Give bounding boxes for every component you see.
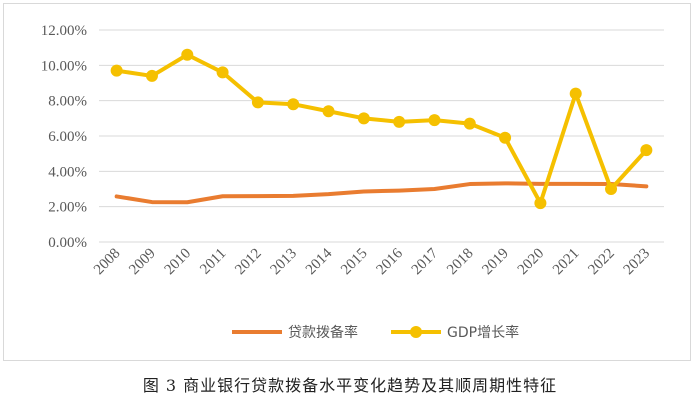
- gdp-data-point: [499, 131, 512, 144]
- legend: 贷款拨备率 GDP增长率: [232, 324, 519, 341]
- gdp-data-point: [110, 64, 123, 77]
- gdp-data-point: [251, 96, 264, 109]
- y-tick-label: 8.00%: [48, 94, 87, 110]
- gdp-data-point: [640, 144, 653, 157]
- gdp-data-point: [534, 197, 547, 210]
- x-tick-label: 2012: [232, 246, 265, 279]
- x-tick-label: 2014: [303, 245, 336, 278]
- x-tick-label: 2022: [585, 246, 618, 279]
- legend-marker-gdp: [410, 326, 422, 338]
- y-tick-label: 4.00%: [48, 164, 87, 180]
- line-chart: 0.00% 2.00% 4.00% 6.00% 8.00% 10.00% 12.00% 20…: [41, 23, 664, 341]
- y-axis-ticks: 0.00% 2.00% 4.00% 6.00% 8.00% 10.00% 12.00%: [41, 23, 87, 251]
- gdp-data-point: [181, 48, 194, 61]
- series-line-provision: [114, 181, 649, 205]
- gdp-data-point: [428, 114, 441, 127]
- x-tick-label: 2008: [91, 246, 124, 279]
- figure-caption: 图 3 商业银行贷款拨备水平变化趋势及其顺周期性特征: [142, 376, 558, 395]
- legend-label-provision: 贷款拨备率: [288, 324, 358, 341]
- y-tick-label: 12.00%: [41, 23, 87, 39]
- x-tick-label: 2021: [550, 246, 583, 279]
- gdp-data-point: [145, 69, 158, 82]
- x-tick-label: 2017: [409, 245, 442, 278]
- x-tick-label: 2023: [621, 246, 654, 279]
- chart-frame: 0.00% 2.00% 4.00% 6.00% 8.00% 10.00% 12.00% 20…: [3, 3, 691, 361]
- gdp-data-point: [569, 87, 582, 100]
- gdp-data-point: [393, 115, 406, 128]
- x-tick-label: 2020: [515, 246, 548, 279]
- x-tick-label: 2018: [444, 246, 477, 279]
- gdp-data-point: [357, 112, 370, 125]
- y-tick-label: 10.00%: [41, 58, 87, 74]
- x-tick-label: 2011: [197, 246, 229, 278]
- x-tick-label: 2015: [338, 246, 371, 279]
- x-tick-label: 2019: [479, 246, 512, 279]
- legend-label-gdp: GDP增长率: [447, 324, 519, 341]
- y-tick-label: 0.00%: [48, 235, 87, 251]
- series-layer: [110, 48, 653, 210]
- gdp-data-point: [216, 66, 229, 79]
- x-tick-label: 2013: [268, 246, 301, 279]
- x-tick-label: 2016: [373, 245, 406, 278]
- x-tick-label: 2009: [126, 246, 159, 279]
- y-tick-label: 2.00%: [48, 200, 87, 216]
- gdp-data-point: [322, 105, 335, 118]
- x-axis-ticks: 2008 2009 2010 2011 2012 2013 2014 2015 2016 2017…: [91, 245, 653, 278]
- gdp-data-point: [287, 98, 300, 111]
- gdp-data-point: [605, 183, 618, 195]
- gdp-data-point: [463, 117, 476, 130]
- y-tick-label: 6.00%: [48, 129, 87, 145]
- grid-layer: [99, 29, 664, 243]
- x-tick-label: 2010: [162, 246, 195, 279]
- series-line-gdp: [114, 52, 649, 206]
